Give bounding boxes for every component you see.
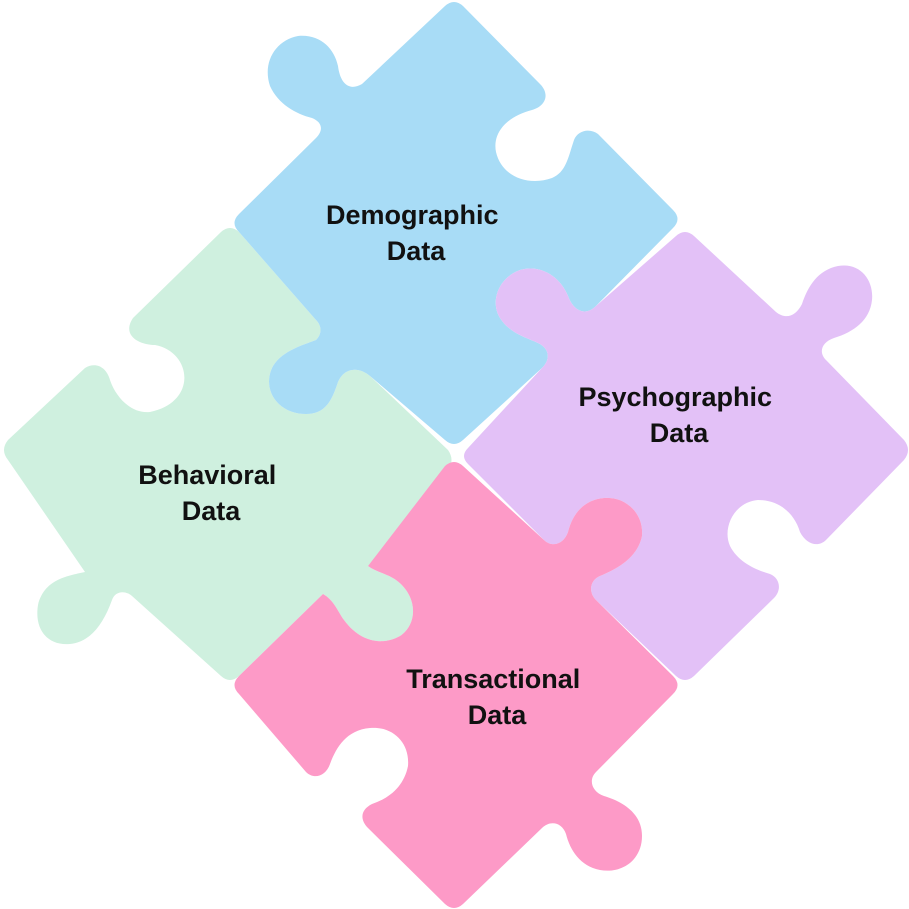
psychographic-label-line-2: Data — [650, 418, 710, 448]
puzzle-piece-transactional: Transactional Data — [234, 462, 678, 908]
transactional-label: Transactional Data — [406, 664, 588, 730]
puzzle-piece-behavioral: Behavioral Data — [4, 228, 452, 680]
psychographic-label-line-1: Psychographic — [578, 382, 772, 412]
demographic-label-line-1: Demographic — [326, 200, 499, 230]
transactional-label-line-2: Data — [468, 700, 528, 730]
demographic-label: Demographic Data — [326, 200, 506, 266]
puzzle-piece-demographic: Demographic Data — [234, 2, 678, 444]
behavioral-label: Behavioral Data — [138, 460, 284, 526]
behavioral-label-line-2: Data — [182, 496, 242, 526]
puzzle-piece-behavioral-shape — [4, 228, 452, 680]
psychographic-label: Psychographic Data — [578, 382, 779, 448]
puzzle-piece-psychographic-shape — [464, 232, 908, 680]
puzzle-piece-psychographic: Psychographic Data — [464, 232, 908, 680]
behavioral-label-line-1: Behavioral — [138, 460, 276, 490]
demographic-label-line-2: Data — [387, 236, 447, 266]
transactional-label-line-1: Transactional — [406, 664, 580, 694]
puzzle-piece-transactional-shape — [234, 462, 678, 908]
puzzle-piece-demographic-shape — [234, 2, 678, 444]
